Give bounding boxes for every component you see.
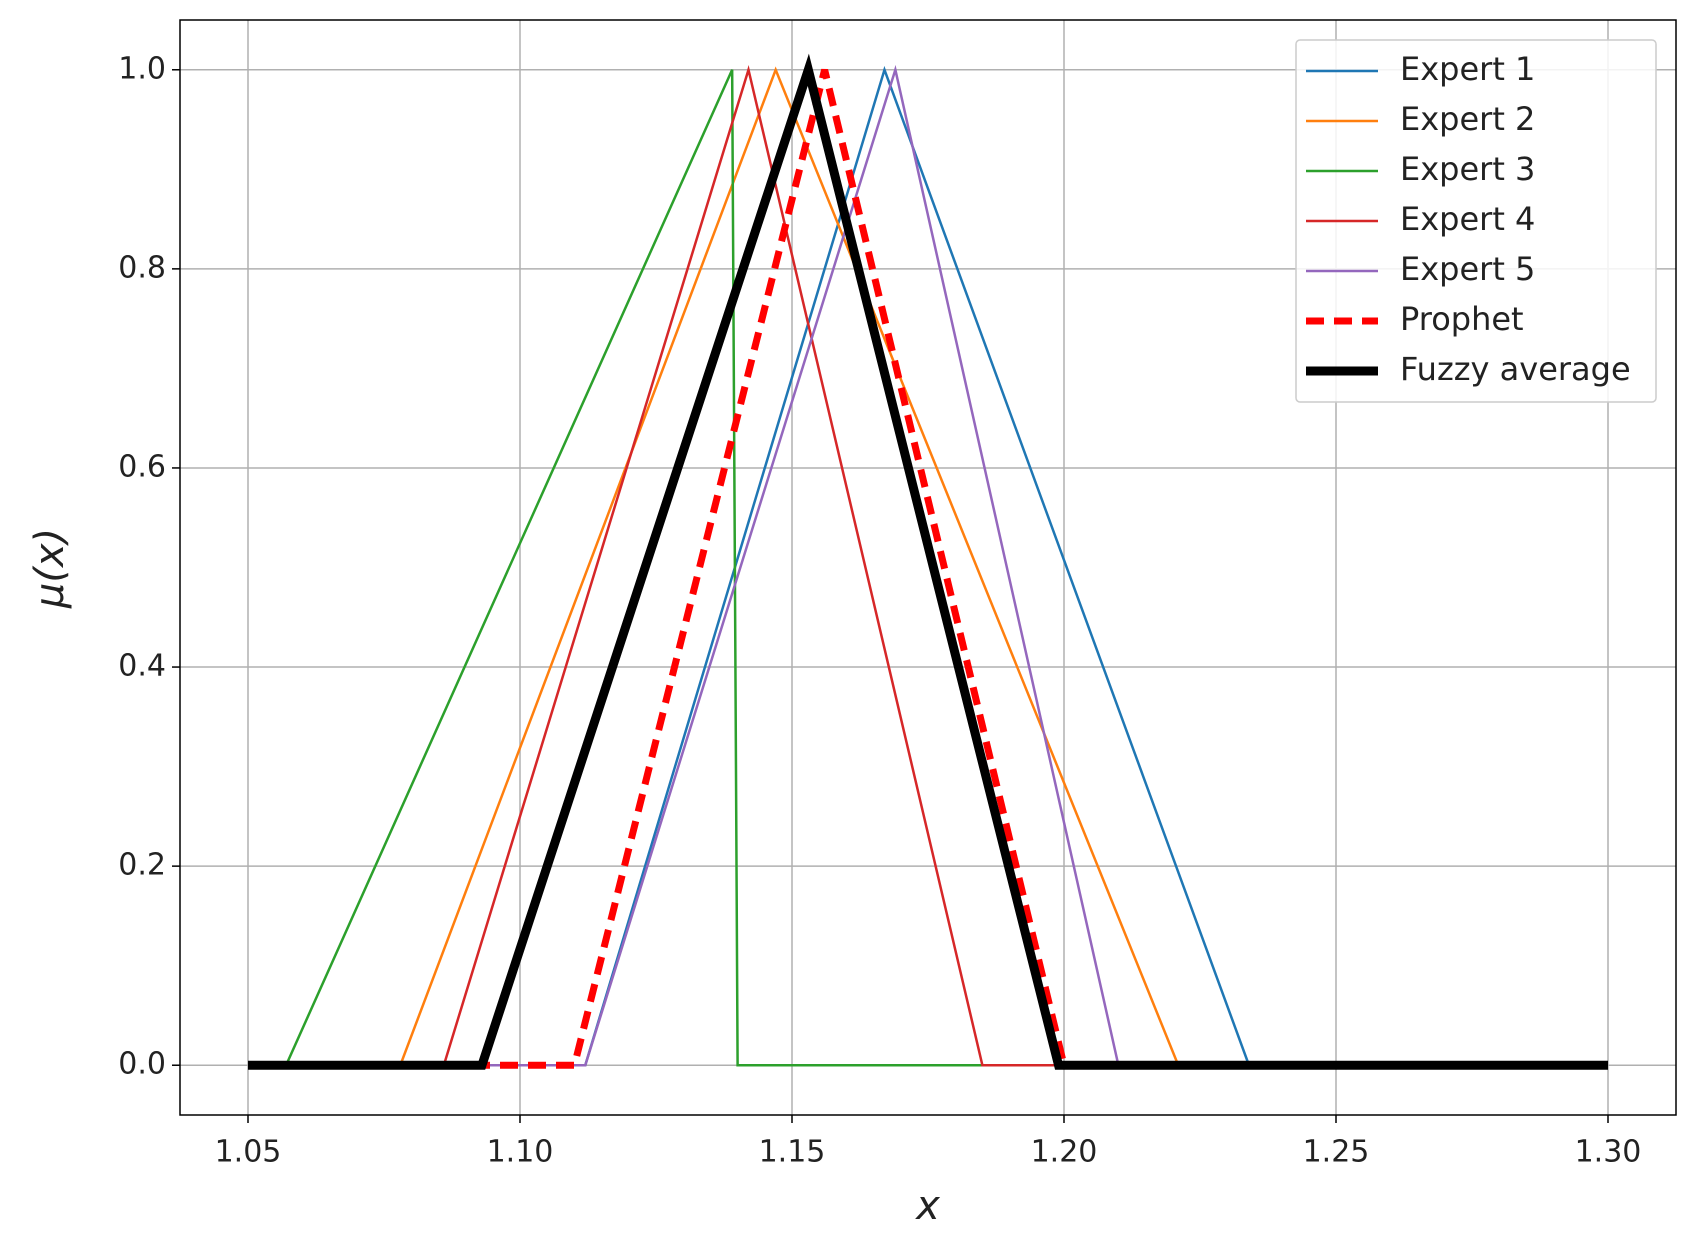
legend-label: Expert 2	[1400, 100, 1535, 138]
x-tick-label: 1.10	[487, 1135, 554, 1170]
legend-label: Expert 3	[1400, 150, 1535, 188]
y-tick-label: 0.2	[118, 848, 166, 883]
x-tick-label: 1.25	[1303, 1135, 1370, 1170]
y-tick-label: 1.0	[118, 51, 166, 86]
y-tick-label: 0.0	[118, 1047, 166, 1082]
legend-label: Expert 5	[1400, 250, 1535, 288]
x-axis-label: x	[914, 1183, 940, 1229]
y-axis-label: μ(x)	[27, 528, 73, 609]
x-tick-label: 1.05	[215, 1135, 282, 1170]
legend-box	[1295, 39, 1657, 403]
series-line	[248, 53, 1608, 1070]
legend-label: Expert 4	[1400, 200, 1535, 238]
legend-label: Fuzzy average	[1400, 350, 1631, 388]
y-tick-label: 0.6	[118, 449, 166, 484]
legend-label: Expert 1	[1400, 50, 1535, 88]
legend-label: Prophet	[1400, 300, 1524, 338]
plot-frame	[179, 19, 1677, 1116]
x-tick-label: 1.15	[759, 1135, 826, 1170]
x-tick-label: 1.20	[1031, 1135, 1098, 1170]
y-tick-label: 0.4	[118, 649, 166, 684]
legend: Expert 1 Expert 2 Expert 3 Expert 4 Expert 5…	[1295, 39, 1657, 403]
y-tick-label: 0.8	[118, 250, 166, 285]
x-tick-label: 1.30	[1575, 1135, 1642, 1170]
